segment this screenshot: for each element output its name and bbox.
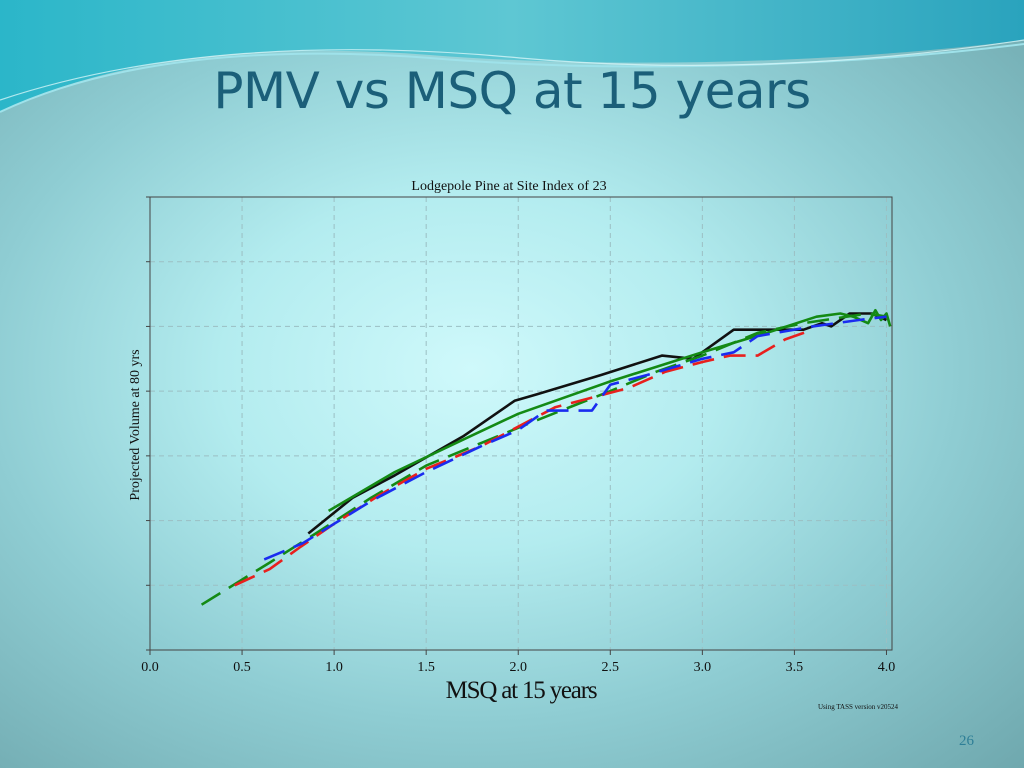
y-axis-label: Projected Volume at 80 yrs — [128, 349, 143, 500]
header-wave-banner — [0, 0, 1024, 113]
x-tick-label: 4.0 — [878, 660, 896, 675]
x-tick-label: 0.5 — [233, 660, 251, 675]
chart-title: Lodgepole Pine at Site Index of 23 — [411, 179, 606, 194]
series-line — [307, 312, 888, 535]
slide-title: PMV vs MSQ at 15 years — [213, 62, 811, 120]
series-line — [327, 308, 892, 513]
x-tick-label: 1.5 — [417, 660, 435, 675]
series-line — [263, 315, 887, 561]
x-tick-label: 2.0 — [509, 660, 527, 675]
series-line — [200, 312, 887, 606]
x-tick-label: 2.5 — [602, 660, 620, 675]
series-lines — [200, 308, 892, 606]
x-tick-label: 3.5 — [786, 660, 804, 675]
grid-lines — [150, 197, 892, 650]
x-axis-label: MSQ at 15 years — [446, 677, 597, 704]
x-tick-label: 3.0 — [694, 660, 712, 675]
plot-frame — [149, 196, 893, 651]
x-tick-label: 1.0 — [325, 660, 343, 675]
chart-footnote: Using TASS version v20524 — [818, 703, 899, 711]
axis-ticks: 0.0 0.5 1.0 1.5 2.0 2.5 3.0 3.5 4.0 — [141, 196, 896, 675]
page-number: 26 — [959, 733, 974, 749]
series-line — [234, 328, 814, 587]
x-tick-label: 0.0 — [141, 660, 159, 675]
